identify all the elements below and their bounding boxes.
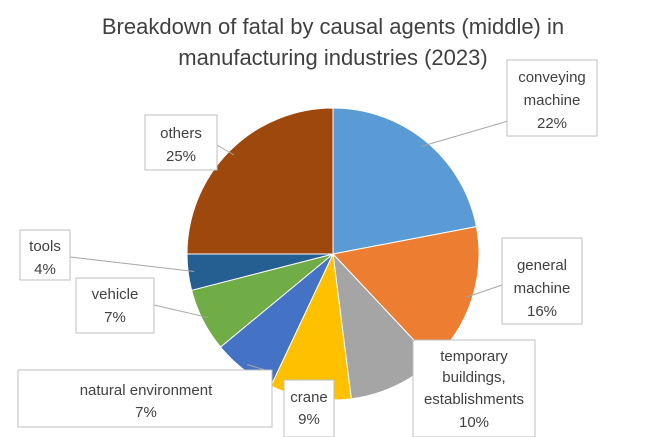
data-label-category: temporary xyxy=(440,348,508,365)
data-label-category: buildings, xyxy=(442,369,505,386)
data-label-percent: 10% xyxy=(459,414,489,431)
data-label-percent: 7% xyxy=(135,404,157,421)
data-label-category: establishments xyxy=(424,391,524,408)
data-label-box xyxy=(144,114,218,171)
data-label-category: tools xyxy=(29,238,61,255)
data-label-category: others xyxy=(160,125,202,142)
data-label-percent: 16% xyxy=(527,303,557,320)
leader-line xyxy=(465,284,503,298)
slice-labels: conveying machine 22% general machine 16% temp… xyxy=(17,59,598,437)
data-label-box xyxy=(17,369,273,428)
data-label-box xyxy=(501,237,583,325)
data-label-box xyxy=(506,59,598,137)
data-label-category: natural environment xyxy=(80,382,213,399)
data-label-percent: 9% xyxy=(298,411,320,428)
data-label-category: general xyxy=(517,257,567,274)
data-label-category: machine xyxy=(524,92,581,109)
leader-line xyxy=(69,256,195,273)
data-label-category: machine xyxy=(514,280,571,297)
data-label-percent: 4% xyxy=(34,261,56,278)
leader-line xyxy=(216,144,235,156)
pie-slices xyxy=(186,107,480,401)
data-label-category: vehicle xyxy=(92,286,139,303)
data-label-percent: 25% xyxy=(166,148,196,165)
pie-slice-conveying-machine xyxy=(332,107,477,255)
data-label-box xyxy=(283,379,335,437)
leader-line xyxy=(392,374,414,382)
chart-title-line-1: Breakdown of fatal by causal agents (mid… xyxy=(102,14,564,39)
data-label-percent: 7% xyxy=(104,309,126,326)
pie-slice-others xyxy=(186,107,334,255)
data-label-category: crane xyxy=(290,389,328,406)
data-label-box xyxy=(412,339,536,437)
data-label-percent: 22% xyxy=(537,115,567,132)
data-label-box xyxy=(75,277,155,334)
data-label-box xyxy=(19,229,71,281)
leader-line xyxy=(153,304,209,319)
data-label-category: conveying xyxy=(518,69,586,86)
chart-title-line-2: manufacturing industries (2023) xyxy=(178,45,487,70)
